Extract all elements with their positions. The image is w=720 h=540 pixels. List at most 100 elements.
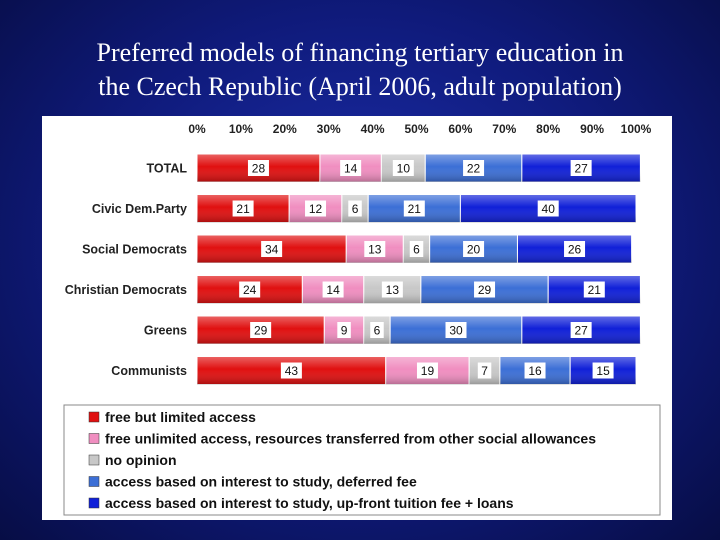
data-label-box — [570, 160, 592, 176]
data-label-box — [409, 241, 424, 257]
data-label-box — [537, 200, 559, 217]
x-tick-label: 30% — [317, 122, 341, 136]
data-label: 16 — [528, 364, 542, 378]
data-label-box — [583, 281, 605, 298]
data-label: 14 — [326, 283, 340, 297]
data-label: 43 — [285, 364, 299, 378]
legend-box — [63, 404, 661, 516]
bar-row: 29 9 6 30 27 — [196, 315, 641, 345]
data-label: 40 — [542, 202, 556, 216]
data-label: 29 — [254, 324, 268, 338]
data-label-box — [364, 241, 386, 257]
data-label: 7 — [481, 364, 488, 378]
data-label-box — [322, 281, 344, 298]
category-label: Christian Democrats — [65, 283, 187, 297]
bar-row: 24 14 13 29 21 — [196, 275, 641, 304]
data-label: 21 — [588, 283, 602, 297]
x-tick-label: 10% — [229, 122, 253, 136]
data-label-box — [239, 281, 261, 298]
data-label: 12 — [309, 202, 323, 216]
data-label-box — [403, 200, 425, 217]
data-label: 30 — [449, 324, 463, 338]
data-label-box — [570, 322, 592, 338]
data-label-box — [477, 362, 492, 379]
data-label: 13 — [368, 243, 382, 257]
data-label-box — [381, 281, 403, 298]
data-label: 15 — [596, 364, 610, 378]
data-label-box — [463, 160, 485, 176]
x-tick-label: 50% — [404, 122, 428, 136]
chart-panel: 0% 10% 20% 30% 40% 50% 60% 70% 80% 90% 100% 28 14 10… — [42, 116, 672, 520]
data-label: 13 — [386, 283, 400, 297]
bar-row: 21 12 6 21 40 — [196, 194, 637, 223]
data-label: 27 — [574, 162, 588, 176]
data-label: 9 — [341, 324, 348, 338]
legend-swatch — [88, 497, 100, 509]
legend-label: access based on interest to study, up-fr… — [105, 495, 514, 511]
data-label: 24 — [243, 283, 257, 297]
data-label-box — [232, 200, 254, 217]
x-tick-label: 70% — [492, 122, 516, 136]
x-tick-label: 80% — [536, 122, 560, 136]
legend-swatch — [88, 454, 100, 466]
legend-swatch — [88, 411, 100, 423]
legend-label: free but limited access — [105, 409, 256, 425]
data-label: 6 — [413, 243, 420, 257]
legend-label: access based on interest to study, defer… — [105, 474, 417, 490]
data-label-box — [247, 160, 269, 176]
data-label: 28 — [252, 162, 266, 176]
data-label: 19 — [421, 364, 435, 378]
data-label-box — [592, 362, 614, 379]
bar-row: 34 13 6 20 26 — [196, 234, 633, 264]
category-label: Greens — [144, 324, 187, 338]
legend: free but limited access free unlimited ac… — [63, 404, 661, 516]
data-label: 26 — [568, 243, 582, 257]
x-tick-label: 100% — [621, 122, 652, 136]
data-label-box — [280, 362, 302, 379]
x-tick-label: 90% — [580, 122, 604, 136]
category-labels: TOTAL Civic Dem.Party Social Democrats Chri… — [65, 162, 188, 379]
bar-row: 43 19 7 16 15 — [196, 356, 637, 385]
data-label: 21 — [408, 202, 422, 216]
data-label-box — [564, 241, 586, 257]
data-label-box — [474, 281, 496, 298]
category-label: Social Democrats — [82, 243, 187, 257]
bars: 28 14 10 22 27 21 12 6 21 40 34 13 6 20 26 24 14 13 29 21 29… — [196, 153, 641, 385]
legend-swatch — [88, 433, 100, 444]
legend-label: no opinion — [105, 452, 177, 468]
data-label-box — [463, 241, 485, 257]
data-label: 6 — [374, 324, 381, 338]
x-axis-ticks: 0% 10% 20% 30% 40% 50% 60% 70% 80% 90% 100% — [188, 122, 651, 136]
x-tick-label: 20% — [273, 122, 297, 136]
data-label-box — [250, 322, 272, 338]
x-tick-label: 40% — [361, 122, 385, 136]
data-label: 10 — [397, 162, 411, 176]
data-label: 22 — [467, 162, 481, 176]
data-label: 20 — [467, 243, 481, 257]
data-label-box — [370, 322, 384, 338]
data-label-box — [416, 362, 438, 379]
data-label: 34 — [265, 243, 279, 257]
category-label: Communists — [111, 364, 187, 378]
slide-title: Preferred models of financing tertiary e… — [0, 36, 720, 104]
data-label: 6 — [352, 202, 359, 216]
data-label: 21 — [236, 202, 250, 216]
x-tick-label: 60% — [448, 122, 472, 136]
data-label-box — [445, 322, 467, 338]
data-label: 27 — [574, 324, 588, 338]
data-label-box — [261, 241, 283, 257]
data-label: 14 — [344, 162, 358, 176]
data-label: 29 — [478, 283, 492, 297]
data-label-box — [340, 160, 362, 176]
slide-title-line-2: the Czech Republic (April 2006, adult po… — [98, 72, 622, 101]
data-label-box — [392, 160, 414, 176]
data-label-box — [348, 200, 362, 217]
stacked-bar-chart: 0% 10% 20% 30% 40% 50% 60% 70% 80% 90% 100% 28 14 10… — [63, 122, 661, 516]
slide-title-line-1: Preferred models of financing tertiary e… — [96, 38, 624, 67]
data-label-box — [305, 200, 327, 217]
category-label: Civic Dem.Party — [92, 202, 187, 216]
bar-row: 28 14 10 22 27 — [196, 153, 641, 183]
legend-swatch — [88, 476, 100, 487]
data-label-box — [337, 322, 351, 338]
x-tick-label: 0% — [188, 122, 206, 136]
